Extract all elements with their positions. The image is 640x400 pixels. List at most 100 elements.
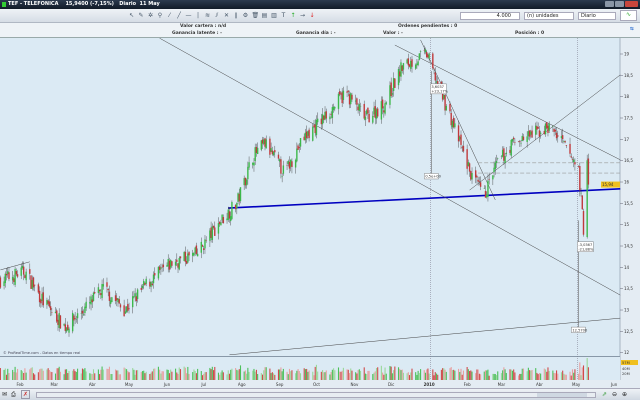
minimize-button[interactable] [605, 1, 614, 7]
cursor-icon[interactable]: ↖ [128, 12, 135, 19]
daily-gain: Ganancia día : - [296, 31, 336, 36]
candle-body [316, 118, 319, 123]
volume-bar [273, 373, 275, 380]
candle-body [194, 247, 196, 253]
zoom-out-icon[interactable]: ⊖ [612, 391, 618, 398]
scrollbar-thumb[interactable] [537, 393, 587, 397]
candle-body [570, 156, 572, 158]
horizontal-line-icon[interactable]: — [185, 12, 192, 19]
volume-bar [432, 369, 434, 380]
buy-arrow-icon[interactable]: ↑ [290, 12, 296, 19]
volume-bar [426, 369, 428, 380]
candle-body [385, 102, 387, 104]
x-tick-label: May [572, 382, 581, 387]
x-tick-label: Sep [276, 382, 284, 387]
volume-bar [442, 368, 444, 380]
volume-bar [97, 369, 99, 380]
candle-body [260, 140, 263, 150]
volume-bar [102, 369, 104, 380]
fibonacci-icon[interactable]: ≋ [204, 12, 211, 19]
parallel-icon[interactable]: ∥ [234, 12, 238, 19]
sell-arrow-icon[interactable]: ↓ [309, 12, 315, 19]
volume-bar [63, 374, 65, 380]
x-tick-label: Oct [313, 382, 320, 387]
candle-body [220, 222, 222, 226]
zoom-in-icon[interactable]: ⊕ [622, 391, 628, 398]
volume-bar [323, 372, 325, 380]
volume-bar [179, 369, 182, 380]
quantity-input[interactable]: 4.000 [460, 12, 520, 20]
pencil-icon[interactable]: ✎ [138, 12, 144, 19]
x-tick-label: Ago [238, 382, 246, 387]
volume-bar [144, 373, 146, 380]
right-arrow-icon[interactable]: → [299, 12, 306, 19]
volume-bar [137, 370, 139, 380]
candle-body [560, 136, 563, 139]
indicator2-icon[interactable]: ▥ [271, 12, 277, 19]
candle-body [299, 138, 302, 147]
volume-bar [416, 374, 418, 380]
candle-body [347, 90, 349, 92]
volume-bar [20, 370, 22, 380]
candle-body [212, 225, 215, 228]
volume-bar [368, 370, 370, 380]
measure-label-text: 12,5700 [572, 328, 588, 332]
print-icon[interactable]: ⎙ [11, 391, 16, 398]
maximize-button[interactable] [615, 1, 624, 7]
units-select[interactable]: (n) unidades [524, 12, 574, 20]
candle-body [152, 274, 155, 284]
auto-scale-icon[interactable]: ⇗ [602, 391, 608, 398]
volume-bar [221, 370, 223, 380]
volume-bar [295, 373, 297, 380]
candle-body [406, 59, 408, 64]
volume-bar [486, 370, 488, 380]
mail-icon[interactable]: ✉ [2, 391, 8, 398]
candle-body [475, 170, 477, 178]
close-button[interactable] [625, 1, 638, 7]
indicator-icon[interactable]: ▤ [261, 12, 268, 19]
trendline-icon[interactable]: ╱ [177, 12, 181, 19]
candle-body [531, 130, 533, 138]
candle-body [97, 287, 100, 294]
volume-bar [360, 370, 362, 380]
delete-icon[interactable]: ✗ [21, 390, 30, 399]
y-tick-label: 14 [624, 265, 630, 270]
volume-bar [31, 367, 33, 380]
vertical-line-icon[interactable]: | [196, 12, 200, 19]
volume-bar [355, 372, 357, 380]
period-select[interactable]: Diario [578, 12, 616, 20]
zoom-icon[interactable]: ⚲ [157, 12, 163, 19]
candle-body [98, 289, 101, 292]
candle-body [228, 211, 231, 219]
candle-body [331, 107, 334, 118]
cross-icon[interactable]: ✕ [223, 12, 230, 19]
volume-bar [415, 372, 417, 380]
candle-body [373, 107, 375, 115]
volume-bar [228, 373, 231, 380]
trash-icon[interactable]: 🗑 [251, 12, 260, 19]
title-bar: TEF - TELEFONICA 15,9400 (-7,15%) Diario… [0, 0, 640, 9]
time-scrollbar[interactable] [36, 392, 596, 398]
text-icon[interactable]: T [281, 12, 286, 19]
candle-body [461, 147, 463, 148]
candle-body [150, 281, 152, 287]
chart-type-icon[interactable]: ∿ [620, 10, 637, 21]
line-icon[interactable]: ⁄ [168, 12, 170, 19]
channel-icon[interactable]: ⫽ [215, 12, 219, 19]
candle-body [154, 273, 156, 276]
candle-body [107, 288, 109, 291]
volume-bar [417, 370, 419, 380]
volume-bar [574, 369, 576, 380]
candle-body [166, 265, 168, 267]
price-chart[interactable]: 19 18,5 18 17,5 17 16,5 16 15,5 15 14,5 14 13,5 13 12… [0, 0, 640, 388]
candle-body [537, 127, 539, 129]
volume-bar [159, 369, 161, 380]
volume-bar [356, 373, 358, 380]
volume-bar [263, 370, 265, 380]
volume-bar [306, 368, 308, 380]
volume-bar [445, 371, 447, 380]
settings-icon[interactable]: ⚙ [242, 12, 249, 19]
refresh-icon[interactable]: ⇆ [630, 27, 634, 32]
star-icon[interactable]: ✲ [147, 12, 154, 19]
current-price: 15,9400 (-7,15%) [65, 1, 114, 7]
